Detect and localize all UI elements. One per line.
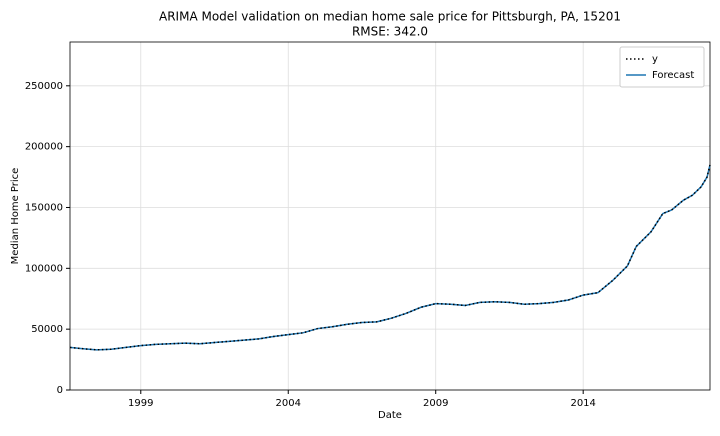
x-tick-label: 1999 [128,398,153,409]
chart-subtitle: RMSE: 342.0 [352,25,428,39]
y-tick-label: 150000 [25,202,63,213]
series-line [69,164,711,351]
x-tick-label: 2014 [570,398,595,409]
y-tick-label: 50000 [31,324,63,335]
x-tick-label: 2004 [276,398,301,409]
y-tick-label: 200000 [25,142,63,153]
x-axis-label: Date [378,410,402,421]
legend-box [619,46,705,88]
plot-frame [69,41,711,391]
series-line [69,164,711,351]
x-tick-label: 2009 [423,398,448,409]
y-tick-label: 0 [57,385,63,396]
y-axis-label: Median Home Price [10,168,21,265]
y-tick-label: 250000 [25,81,63,92]
legend-label: Forecast [652,70,694,81]
chart-title: ARIMA Model validation on median home sa… [159,10,621,24]
y-tick-label: 100000 [25,263,63,274]
legend-label: y [652,54,658,65]
